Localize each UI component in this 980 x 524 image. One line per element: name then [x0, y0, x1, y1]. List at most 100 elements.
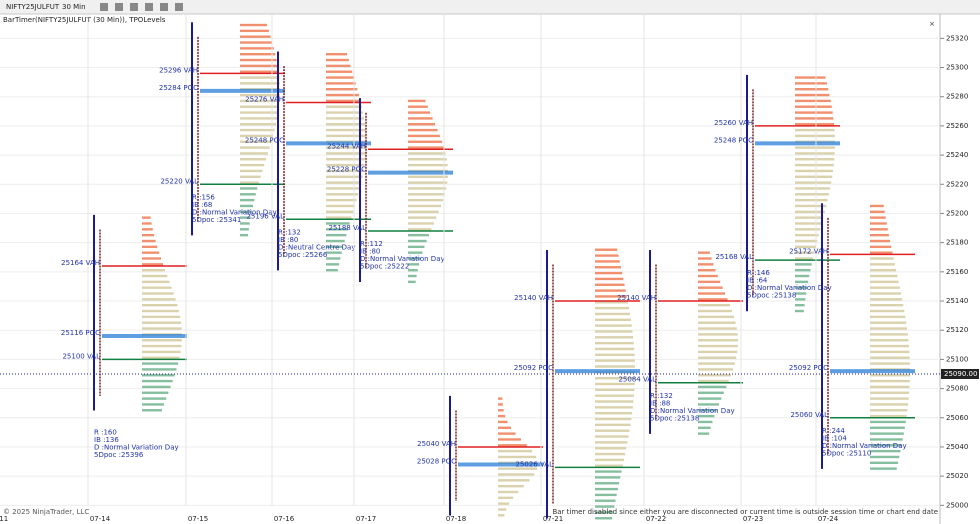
session-stat: 5Dpoc :25266: [278, 251, 328, 259]
volume-bar: [795, 268, 811, 272]
volume-bar: [408, 187, 447, 190]
session-stat: R :160: [94, 428, 117, 436]
volume-bar: [326, 268, 338, 272]
volume-bar: [240, 187, 258, 190]
volume-bar: [698, 321, 736, 324]
session-stat: R :132: [650, 392, 673, 400]
session-stat: D :Normal Variation Day: [192, 208, 277, 216]
volume-bar: [142, 409, 162, 412]
volume-bar: [240, 152, 268, 155]
volume-bar: [408, 198, 444, 202]
icon[interactable]: [160, 3, 168, 11]
volume-bar: [595, 487, 618, 491]
symbol[interactable]: NIFTY25JULFUT: [6, 3, 60, 11]
session-stat: 5Dpoc :25110: [822, 449, 871, 457]
volume-bar: [326, 99, 361, 103]
level-label: 25164 VAH: [61, 259, 100, 267]
volume-bar: [595, 336, 634, 339]
level-label: 25196 VAL: [246, 212, 284, 220]
volume-bar: [498, 403, 503, 406]
session-stat: IB :68: [192, 201, 212, 209]
volume-bar: [870, 339, 909, 342]
volume-bar: [408, 239, 427, 243]
volume-bar: [142, 222, 152, 225]
volume-bar: [240, 58, 277, 62]
volume-bar: [142, 268, 166, 272]
volume-bar: [142, 245, 158, 249]
icon[interactable]: [175, 3, 183, 11]
volume-bar: [795, 134, 835, 138]
volume-bar: [795, 93, 830, 97]
x-tick-label: 07-15: [188, 515, 208, 523]
volume-bar: [326, 239, 345, 243]
volume-bar: [595, 400, 634, 403]
icon[interactable]: [100, 3, 108, 11]
volume-bar: [595, 452, 626, 456]
volume-bar: [408, 152, 446, 155]
y-tick-label: 25000: [946, 501, 968, 509]
volume-bar: [870, 414, 907, 418]
volume-bar: [595, 365, 635, 368]
session-stat: IB :88: [650, 399, 670, 407]
volume-bar: [408, 245, 425, 249]
volume-bar: [326, 128, 366, 132]
volume-bar: [408, 268, 418, 272]
session-stat: D :Normal Variation Day: [822, 442, 907, 450]
volume-bar: [142, 403, 165, 406]
volume-bar: [870, 420, 906, 424]
level-label: 25040 VAH: [417, 440, 456, 448]
session-stat: D :Normal Variation Day: [94, 443, 179, 451]
volume-bar: [698, 280, 721, 284]
volume-bar: [326, 134, 366, 138]
volume-bar: [595, 301, 628, 304]
volume-bar: [595, 254, 619, 257]
icon[interactable]: [130, 3, 138, 11]
volume-bar: [595, 277, 624, 281]
close-button[interactable]: ×: [929, 20, 935, 28]
session-stat: IB :64: [747, 277, 768, 285]
volume-bar: [142, 286, 172, 289]
volume-bar: [595, 312, 630, 316]
toolbar-icons: [100, 3, 183, 11]
volume-bar: [326, 198, 357, 202]
icon[interactable]: [145, 3, 153, 11]
volume-bar: [498, 467, 538, 470]
volume-bar: [870, 391, 910, 394]
volume-bar: [240, 76, 280, 79]
volume-bar: [326, 111, 363, 114]
volume-bar: [142, 321, 182, 324]
volume-bar: [795, 298, 806, 301]
volume-bar: [498, 444, 527, 447]
volume-bar: [240, 111, 279, 114]
icon[interactable]: [115, 3, 123, 11]
volume-bar: [240, 128, 275, 132]
volume-bar: [240, 228, 249, 231]
volume-bar: [698, 397, 722, 400]
volume-bar: [326, 146, 366, 149]
volume-bar: [326, 70, 353, 73]
volume-bar: [595, 499, 616, 502]
interval[interactable]: 30 Min: [62, 3, 86, 11]
volume-bar: [698, 385, 727, 389]
volume-bar: [408, 123, 436, 126]
volume-bar: [498, 484, 524, 488]
volume-bar: [795, 292, 807, 295]
volume-bar: [698, 344, 738, 348]
volume-bar: [142, 298, 176, 301]
volume-bar: [326, 263, 340, 266]
volume-bar: [595, 476, 621, 479]
volume-bar: [795, 222, 822, 225]
level-label: 25140 VAH: [514, 294, 553, 302]
volume-bar: [240, 222, 250, 225]
volume-bar: [870, 455, 900, 459]
volume-bar: [240, 146, 270, 149]
volume-bar: [142, 263, 163, 266]
volume-bar: [408, 222, 434, 225]
session-stat: 5Dpoc :25138: [650, 414, 699, 422]
volume-bar: [595, 394, 634, 397]
volume-bar: [795, 76, 826, 79]
volume-bar: [595, 482, 620, 485]
volume-bar: [795, 117, 834, 120]
volume-bar: [408, 181, 448, 184]
